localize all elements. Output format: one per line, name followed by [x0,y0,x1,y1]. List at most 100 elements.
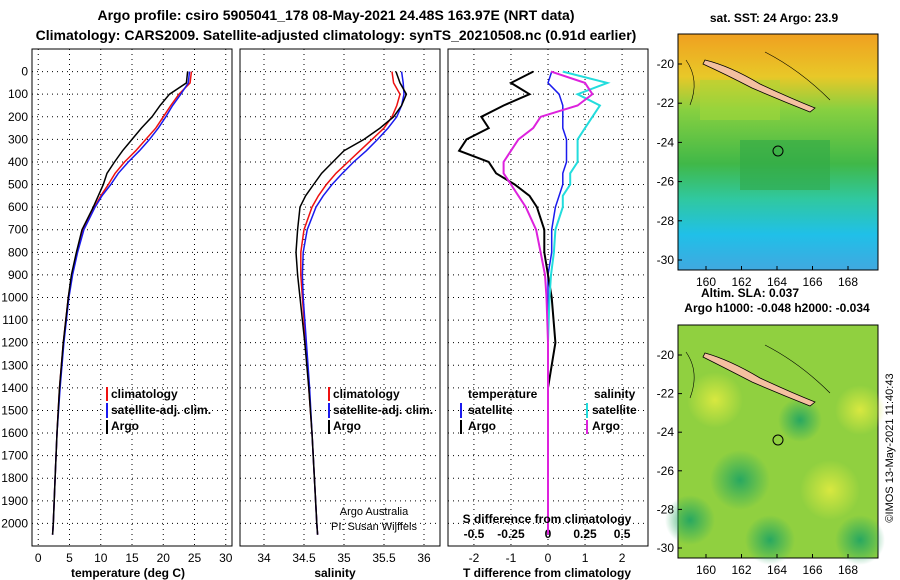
depth-tick-label: 1200 [1,336,28,350]
map-lat-label: -22 [657,96,675,110]
t-diff-axis-label: T difference from climatology [463,566,631,580]
depth-tick-label: 2000 [1,516,28,530]
depth-tick-label: 900 [8,268,28,282]
depth-tick-label: 700 [8,223,28,237]
depth-tick-label: 1100 [2,313,28,327]
legend-temperature-heading: temperature [468,387,538,401]
x-tick-label: 35 [337,551,351,565]
map-lon-label: 168 [838,275,858,289]
legend-salinity-heading: salinity [594,387,636,401]
legend-argo: Argo [111,419,139,433]
map-lon-label: 160 [696,275,716,289]
map-lat-label: -30 [657,253,675,267]
depth-tick-label: 1500 [1,403,28,417]
x-tick-label: 5 [66,551,73,565]
map-lon-label: 166 [802,275,822,289]
map-lon-label: 166 [802,563,822,577]
map-lon-label: 168 [838,563,858,577]
depth-tick-label: 1700 [1,449,28,463]
legend-sal-argo: Argo [333,419,361,433]
s-x-tick-label: -0.25 [497,527,525,541]
map-lat-label: -26 [657,175,675,189]
x-tick-label: -2 [469,551,480,565]
sla-map: -20 -22 -24 -26 -28 -30 160 162 164 166 168 [657,324,885,577]
x-tick-label: 20 [157,551,171,565]
s-x-tick-label: -0.5 [464,527,485,541]
salinity-argo-line [295,71,408,535]
map-lon-label: 162 [731,275,751,289]
salinity-panel: 34 34.5 35 35.5 36 salinity climatology sate… [239,48,441,580]
argo-location-marker-sla [772,434,784,446]
map-lat-label: -28 [657,502,675,516]
map-lon-label: 160 [696,563,716,577]
credit-argo-australia: Argo Australia [340,506,409,518]
s-x-tick-label: 0.5 [614,527,631,541]
x-tick-label: 0 [545,551,552,565]
x-tick-label: 34.5 [292,551,316,565]
argo-location-marker-sst [772,145,784,157]
sst-map-title: sat. SST: 24 Argo: 23.9 [710,11,839,25]
map-lat-label: -26 [657,464,675,478]
depth-tick-label: 400 [8,155,28,169]
legend-satellite-adj-clim: satellite-adj. clim. [111,403,211,417]
temperature-argo-line [51,71,189,535]
map-lat-label: -24 [657,135,675,149]
depth-tick-label: 1600 [1,426,28,440]
map-lat-label: -20 [657,57,675,71]
map-lat-label: -30 [657,541,675,555]
new-caledonia-landmass-sla [702,352,816,407]
x-tick-label: 36 [417,551,431,565]
depth-tick-label: 100 [8,87,28,101]
legend-sal-satellite-adj-clim: satellite-adj. clim. [333,403,433,417]
legend-t-satellite: satellite [468,403,513,417]
map-lat-label: -28 [657,214,675,228]
legend-s-argo: Argo [592,419,620,433]
sst-map: -20 -22 -24 -26 -28 -30 160 162 164 166 168 [657,33,879,289]
x-tick-label: 25 [188,551,202,565]
new-caledonia-landmass [702,59,816,113]
figure-title: Argo profile: csiro 5905041_178 08-May-2… [97,7,574,23]
depth-tick-label: 1000 [1,291,28,305]
temperature-panel: 0 5 10 15 20 25 30 temperature (deg C) climato… [31,48,233,580]
s-diff-argo-line [502,70,594,535]
difference-panel: -2 -1 0 1 2-0.5 -0.25 0 0.25 0.5 T difference fr… [447,48,649,580]
legend-t-argo: Argo [468,419,496,433]
map-lat-label: -24 [657,425,675,439]
x-tick-label: 30 [219,551,233,565]
depth-tick-label: 1800 [1,471,28,485]
depth-tick-label: 1400 [1,381,28,395]
x-tick-label: -1 [506,551,517,565]
depth-tick-label: 800 [8,245,28,259]
credit-pi: PI: Susan Wijffels [331,521,417,533]
depth-tick-label: 300 [8,132,28,146]
s-x-tick-label: 0.25 [573,527,597,541]
legend-sal-climatology: climatology [333,387,400,401]
x-tick-label: 35.5 [372,551,396,565]
x-tick-label: 0 [35,551,42,565]
x-tick-label: 10 [94,551,108,565]
sla-map-title: Altim. SLA: 0.037 [701,286,799,300]
legend-climatology: climatology [111,387,178,401]
depth-tick-label: 1900 [1,494,28,508]
temperature-axis-label: temperature (deg C) [71,566,185,580]
x-tick-label: 2 [619,551,626,565]
salinity-axis-label: salinity [314,566,356,580]
map-lon-label: 162 [731,563,751,577]
figure-subtitle: Climatology: CARS2009. Satellite-adjuste… [36,27,637,43]
x-tick-label: 1 [582,551,589,565]
map-lat-label: -22 [657,387,675,401]
imos-watermark: ©IMOS 13-May-2021 11:40:43 [884,373,896,522]
depth-tick-label: 200 [8,110,28,124]
depth-tick-label: 0 [21,65,28,79]
sla-map-subtitle: Argo h1000: -0.048 h2000: -0.034 [684,301,870,315]
depth-tick-label: 600 [8,200,28,214]
map-lon-label: 164 [767,275,787,289]
depth-tick-label: 1300 [1,358,28,372]
map-lon-label: 164 [767,563,787,577]
legend-s-satellite: satellite [592,403,637,417]
map-lat-label: -20 [657,348,675,362]
depth-axis: 0 100 200 300 400 500 600 700 800 900 1000 1100 1200… [1,65,28,531]
x-tick-label: 15 [125,551,139,565]
depth-tick-label: 500 [8,178,28,192]
